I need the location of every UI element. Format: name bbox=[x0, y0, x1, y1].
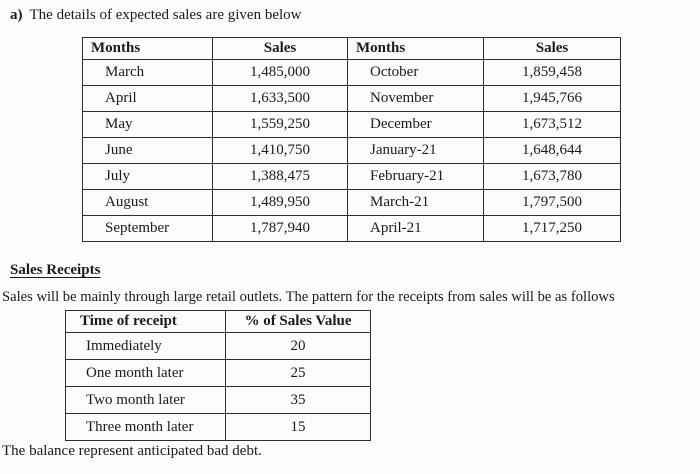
expected-sales-table: Months Sales Months Sales March 1,485,000 Oct… bbox=[82, 37, 621, 242]
table-cell: 35 bbox=[225, 386, 371, 414]
column-header: Sales bbox=[483, 37, 621, 60]
bad-debt-note: The balance represent anticipated bad de… bbox=[2, 443, 262, 459]
table-cell: September bbox=[82, 215, 213, 242]
intro-text: The details of expected sales are given … bbox=[29, 7, 302, 23]
table-cell: March bbox=[82, 59, 213, 86]
document-page: a) The details of expected sales are give… bbox=[0, 7, 700, 460]
table-row: September 1,787,940 April-21 1,717,250 bbox=[82, 215, 621, 242]
table-cell: July bbox=[82, 163, 213, 190]
table-cell: December bbox=[347, 111, 484, 138]
table-cell: April-21 bbox=[347, 215, 484, 242]
table-row: May 1,559,250 December 1,673,512 bbox=[82, 111, 621, 138]
table-cell: One month later bbox=[65, 359, 226, 387]
table-cell: 1,673,512 bbox=[483, 111, 621, 138]
column-header: Time of receipt bbox=[65, 310, 226, 333]
table-row: April 1,633,500 November 1,945,766 bbox=[82, 85, 621, 112]
table-cell: March-21 bbox=[347, 189, 484, 216]
table-cell: 1,485,000 bbox=[212, 59, 348, 86]
table-cell: 1,633,500 bbox=[212, 85, 348, 112]
list-item-label: a) bbox=[10, 7, 23, 23]
table-cell: 15 bbox=[225, 413, 371, 441]
table-cell: 1,489,950 bbox=[212, 189, 348, 216]
table-row: August 1,489,950 March-21 1,797,500 bbox=[82, 189, 621, 216]
table-row: July 1,388,475 February-21 1,673,780 bbox=[82, 163, 621, 190]
table-row: One month later 25 bbox=[65, 359, 371, 387]
column-header: Sales bbox=[212, 37, 348, 60]
receipts-table-body: Immediately 20 One month later 25 Two month … bbox=[65, 332, 371, 441]
table-row: Immediately 20 bbox=[65, 332, 371, 360]
table-cell: 1,859,458 bbox=[483, 59, 621, 86]
table-cell: 1,559,250 bbox=[212, 111, 348, 138]
sales-receipts-heading: Sales Receipts bbox=[10, 262, 101, 278]
table-cell: 1,787,940 bbox=[212, 215, 348, 242]
table-cell: February-21 bbox=[347, 163, 484, 190]
table-cell: 1,673,780 bbox=[483, 163, 621, 190]
table-row: Two month later 35 bbox=[65, 386, 371, 414]
table-cell: 1,797,500 bbox=[483, 189, 621, 216]
table-cell: June bbox=[82, 137, 213, 164]
sales-table-body: March 1,485,000 October 1,859,458 April 1,633… bbox=[82, 59, 621, 242]
table-header-row: Months Sales Months Sales bbox=[82, 37, 621, 60]
table-cell: October bbox=[347, 59, 484, 86]
table-cell: August bbox=[82, 189, 213, 216]
table-cell: Three month later bbox=[65, 413, 226, 441]
table-cell: May bbox=[82, 111, 213, 138]
table-row: Three month later 15 bbox=[65, 413, 371, 441]
table-cell: 25 bbox=[225, 359, 371, 387]
column-header: % of Sales Value bbox=[225, 310, 371, 333]
receipts-pattern-table: Time of receipt% of Sales Value Immediat… bbox=[65, 310, 371, 441]
table-cell: 1,388,475 bbox=[212, 163, 348, 190]
table-cell: 20 bbox=[225, 332, 371, 360]
intro-line: a) The details of expected sales are give… bbox=[10, 7, 700, 24]
table-cell: Immediately bbox=[65, 332, 226, 360]
table-row: June 1,410,750 January-21 1,648,644 bbox=[82, 137, 621, 164]
table-cell: January-21 bbox=[347, 137, 484, 164]
column-header: Months bbox=[82, 37, 213, 60]
column-header: Months bbox=[347, 37, 484, 60]
table-cell: November bbox=[347, 85, 484, 112]
table-cell: Two month later bbox=[65, 386, 226, 414]
table-header-row: Time of receipt% of Sales Value bbox=[65, 310, 371, 333]
table-cell: 1,945,766 bbox=[483, 85, 621, 112]
receipts-paragraph: Sales will be mainly through large retai… bbox=[2, 289, 615, 305]
table-cell: 1,648,644 bbox=[483, 137, 621, 164]
table-cell: 1,410,750 bbox=[212, 137, 348, 164]
table-cell: April bbox=[82, 85, 213, 112]
table-cell: 1,717,250 bbox=[483, 215, 621, 242]
table-row: March 1,485,000 October 1,859,458 bbox=[82, 59, 621, 86]
